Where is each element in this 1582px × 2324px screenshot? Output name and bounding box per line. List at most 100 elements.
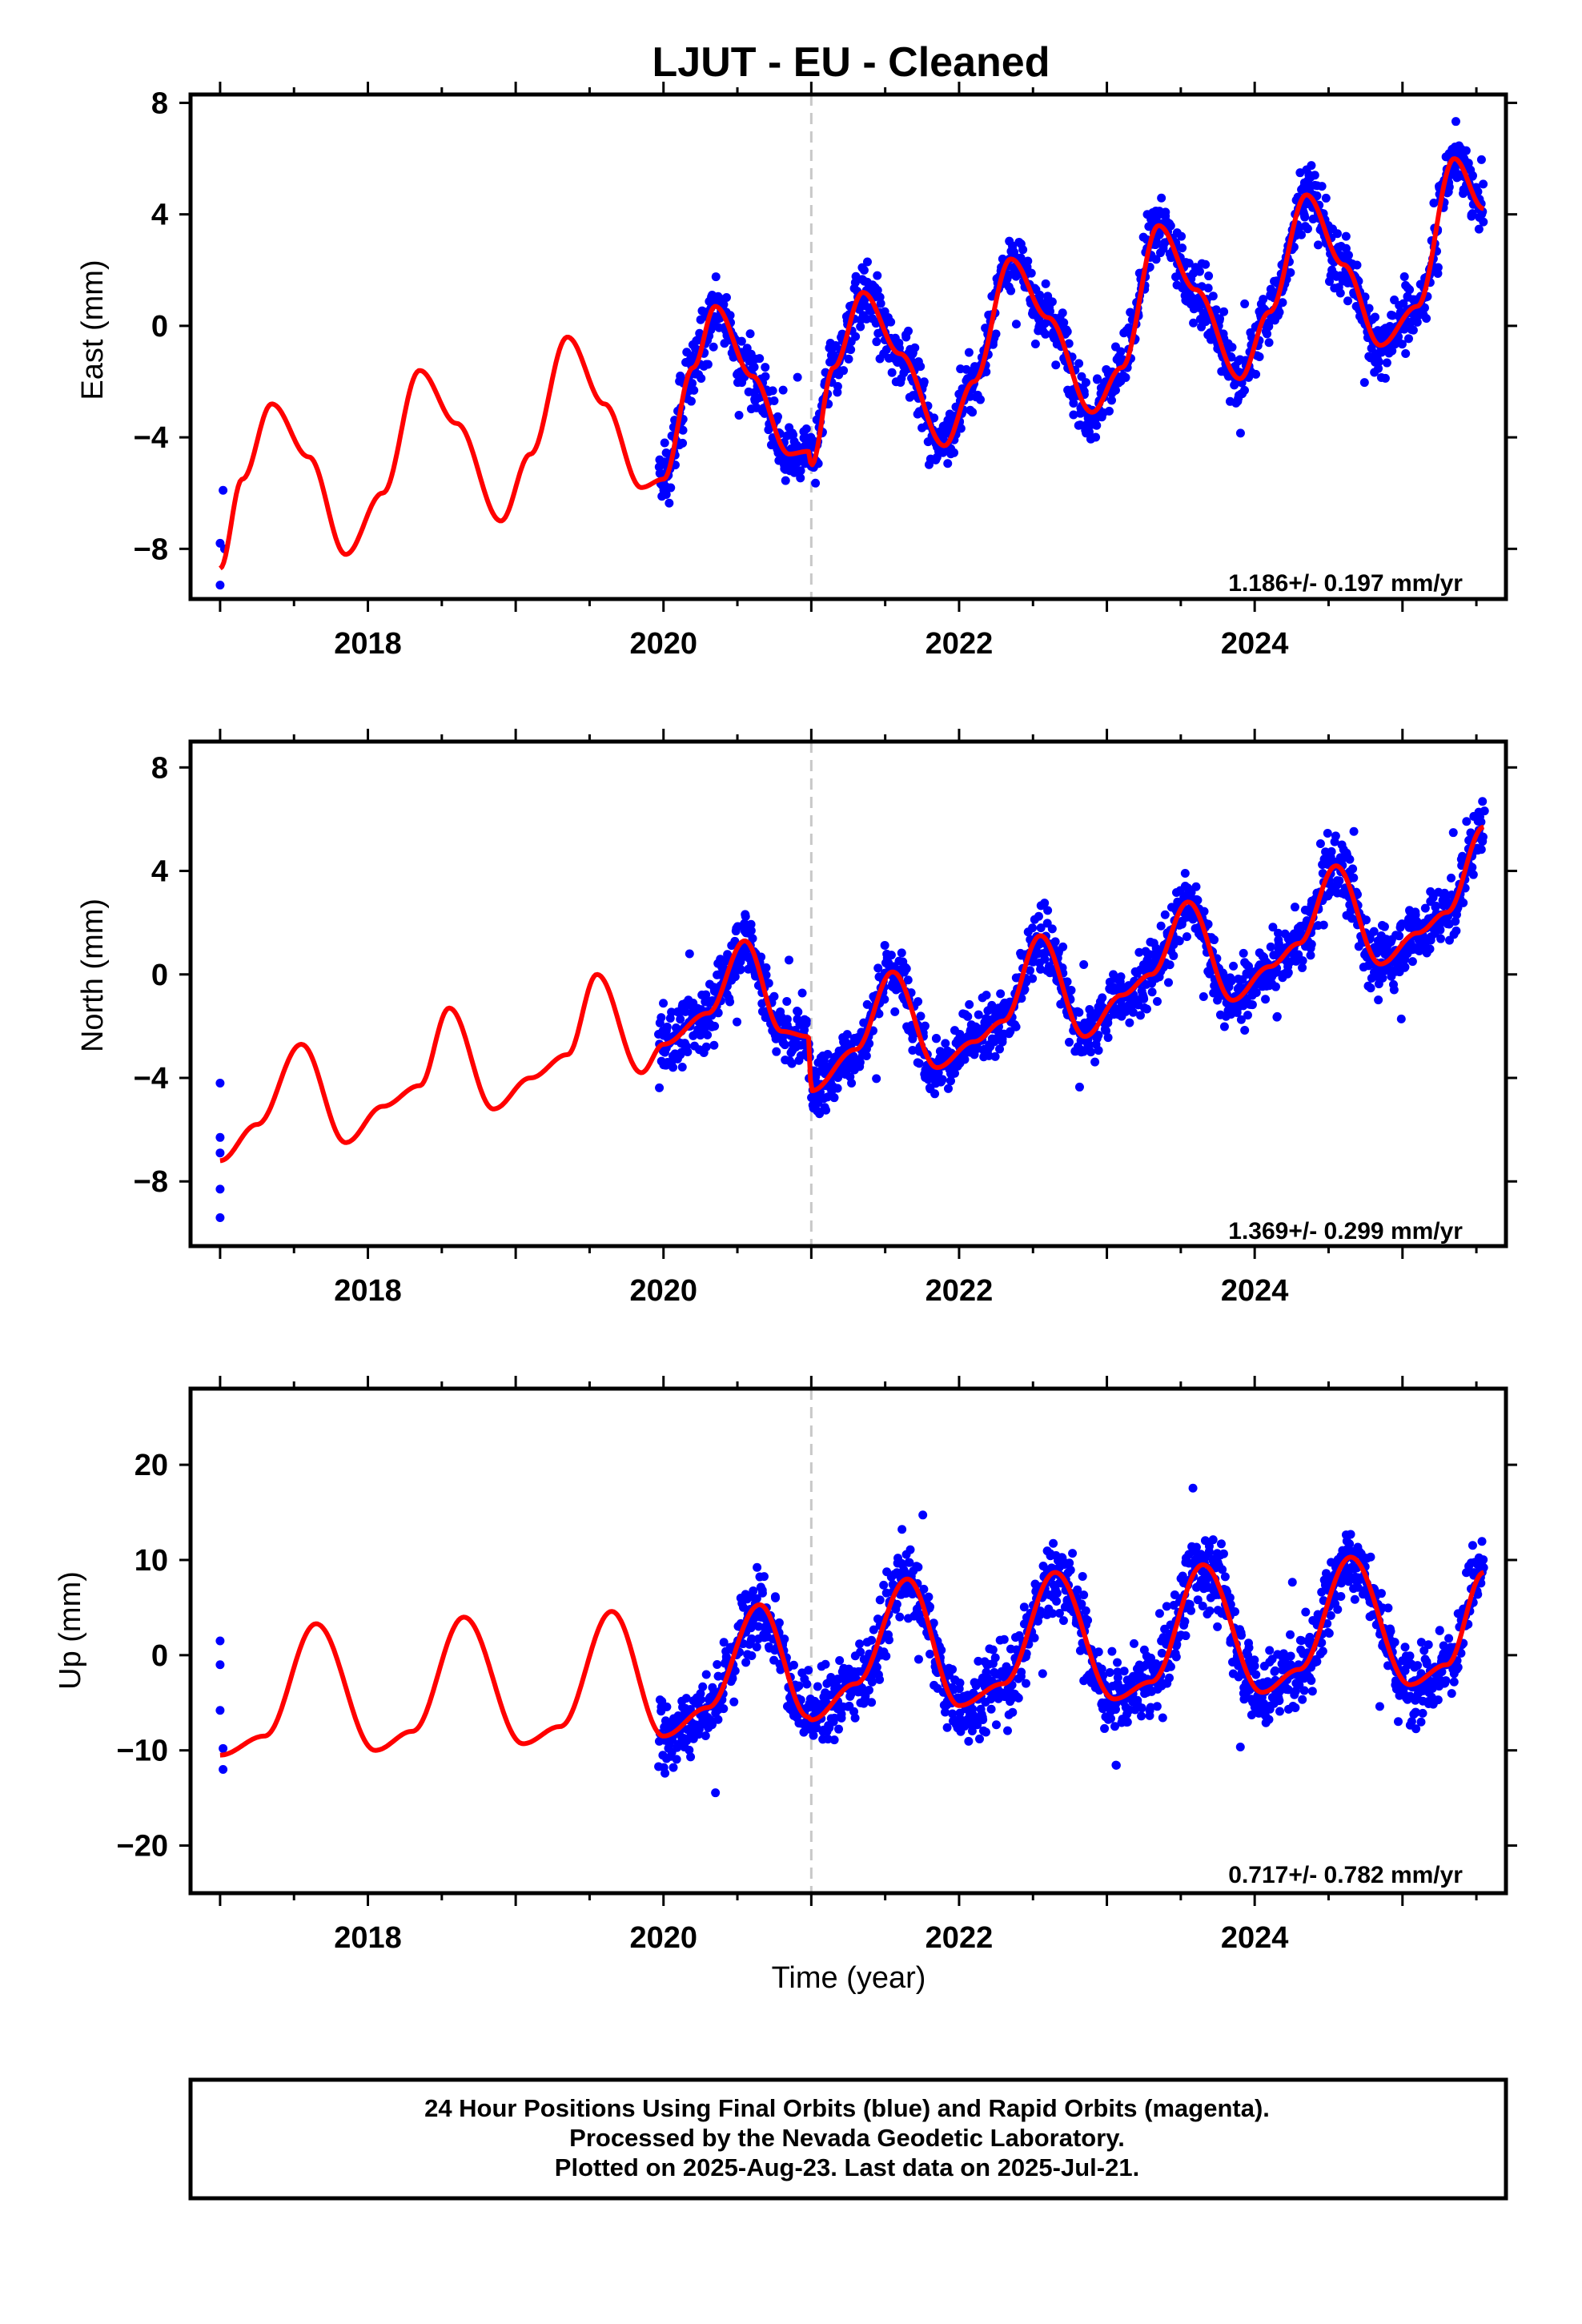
up-data-point	[1077, 1599, 1086, 1609]
north-ytick-label: −4	[134, 1062, 168, 1096]
north-data-point	[901, 964, 911, 974]
up-data-point	[895, 1612, 905, 1622]
up-data-point	[986, 1704, 996, 1714]
up-data-point	[789, 1660, 798, 1670]
up-data-point	[1122, 1717, 1132, 1727]
north-data-point	[1400, 963, 1410, 972]
north-data-point	[215, 1184, 225, 1194]
north-data-point	[1128, 1007, 1138, 1017]
up-data-point	[215, 1660, 225, 1670]
north-data-point	[990, 1051, 1000, 1061]
east-data-point	[1468, 171, 1477, 180]
east-data-point	[1429, 199, 1439, 208]
east-data-point	[956, 424, 966, 433]
up-data-point	[1052, 1589, 1062, 1598]
east-data-point	[660, 438, 669, 448]
north-data-point	[215, 1078, 225, 1088]
up-data-point	[1468, 1541, 1477, 1550]
north-data-point	[990, 1034, 1000, 1043]
up-data-point	[1113, 1658, 1122, 1667]
up-data-point	[1449, 1677, 1459, 1687]
east-data-point	[1479, 179, 1488, 189]
east-data-point	[1166, 221, 1175, 231]
north-data-point	[746, 926, 756, 935]
east-data-point	[1364, 304, 1374, 313]
up-data-point	[1318, 1647, 1327, 1656]
north-data-point	[709, 1040, 719, 1050]
east-data-point	[1239, 385, 1249, 395]
north-data-point	[908, 1045, 917, 1055]
north-model-curve	[219, 824, 1485, 1164]
up-data-point	[1188, 1483, 1198, 1493]
east-data-point	[1360, 292, 1370, 302]
up-data-point	[964, 1736, 974, 1746]
up-data-point	[741, 1658, 751, 1667]
east-data-point	[725, 311, 735, 320]
north-data-point	[701, 1042, 711, 1051]
east-data-point	[729, 352, 738, 362]
north-data-point	[1102, 1026, 1111, 1035]
north-data-point	[1420, 903, 1430, 913]
east-data-point	[1084, 427, 1094, 436]
east-data-point	[859, 265, 869, 275]
up-data-point	[1105, 1668, 1114, 1678]
up-data-point	[1083, 1615, 1093, 1625]
up-data-point	[856, 1647, 865, 1657]
north-data-point	[1134, 947, 1144, 957]
up-data-point	[855, 1639, 865, 1649]
up-data-point	[834, 1724, 844, 1734]
east-data-point	[745, 329, 755, 339]
east-data-point	[1374, 364, 1383, 373]
north-data-point	[1169, 951, 1178, 960]
east-data-point	[1464, 159, 1473, 168]
up-data-point	[681, 1694, 691, 1703]
east-data-point	[789, 430, 798, 440]
up-data-point	[802, 1679, 812, 1689]
east-data-point	[1051, 360, 1061, 370]
north-data-point	[963, 1011, 973, 1021]
up-data-point	[919, 1584, 929, 1594]
north-data-point	[662, 1022, 672, 1031]
east-data-point	[1387, 311, 1397, 320]
up-data-point	[1312, 1657, 1322, 1667]
up-data-point	[1390, 1638, 1399, 1647]
north-data-point	[1074, 1082, 1084, 1092]
east-data-point	[1251, 369, 1261, 379]
up-data-point	[1162, 1602, 1171, 1611]
north-data-point	[1431, 901, 1441, 911]
up-data-point	[1286, 1630, 1295, 1639]
up-data-point	[1479, 1563, 1488, 1573]
up-data-point	[1407, 1717, 1416, 1727]
north-data-point	[1319, 920, 1328, 930]
up-data-point	[752, 1594, 761, 1603]
up-data-point	[1180, 1617, 1190, 1626]
up-data-point	[924, 1592, 934, 1602]
up-data-point	[872, 1663, 881, 1672]
north-data-point	[741, 911, 750, 921]
up-data-point	[708, 1720, 717, 1730]
east-data-point	[749, 362, 759, 372]
east-data-point	[1479, 217, 1488, 227]
up-data-point	[892, 1599, 901, 1609]
east-data-point	[688, 379, 697, 388]
north-data-point	[1028, 923, 1038, 933]
north-data-point	[736, 964, 745, 974]
up-data-point	[1111, 1760, 1121, 1770]
north-data-point	[1349, 873, 1359, 883]
east-data-point	[1208, 292, 1218, 301]
up-data-point	[1154, 1609, 1164, 1618]
north-data-point	[1079, 960, 1089, 970]
up-data-point	[1400, 1642, 1410, 1652]
north-ylabel: North (mm)	[76, 899, 110, 1052]
north-data-point	[215, 1148, 225, 1158]
north-data-point	[1315, 839, 1325, 849]
east-data-point	[1211, 305, 1221, 315]
east-data-point	[1307, 161, 1316, 171]
up-data-point	[948, 1665, 958, 1675]
up-data-point	[1110, 1722, 1120, 1731]
up-data-point	[905, 1558, 914, 1567]
north-data-point	[873, 963, 883, 973]
chart-title: LJUT - EU - Cleaned	[652, 39, 1050, 86]
north-data-point	[1050, 937, 1060, 947]
east-data-point	[1359, 378, 1369, 388]
